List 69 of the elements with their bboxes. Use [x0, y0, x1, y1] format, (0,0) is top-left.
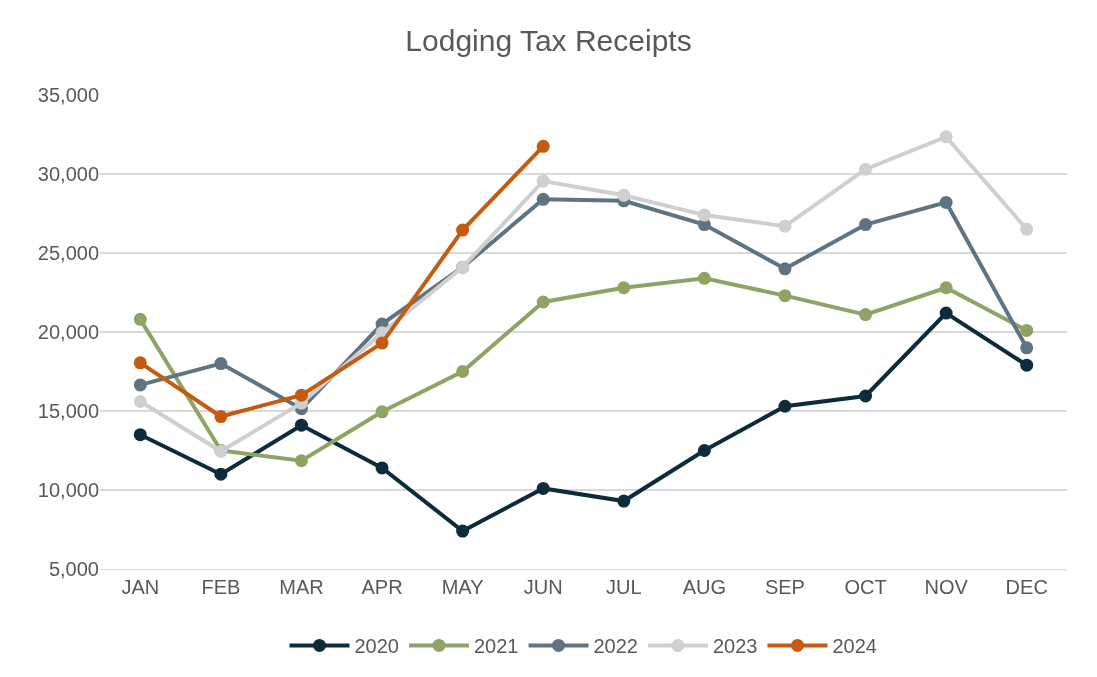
point [536, 295, 550, 309]
point [375, 405, 389, 419]
legend-label: 2021 [474, 635, 519, 658]
point [294, 454, 308, 468]
point [1020, 341, 1034, 355]
point [214, 357, 228, 371]
point [536, 192, 550, 206]
point [536, 174, 550, 188]
point [214, 410, 228, 424]
point [536, 481, 550, 495]
x-tick-label: SEP [764, 576, 805, 598]
point [778, 399, 792, 413]
point [617, 494, 631, 508]
point [1020, 358, 1034, 372]
point [939, 306, 953, 320]
point [778, 289, 792, 303]
point [859, 218, 873, 232]
point [778, 219, 792, 233]
point [859, 162, 873, 176]
x-tick-label: MAR [279, 576, 324, 598]
y-tick-label: 15,000 [37, 400, 99, 422]
point [697, 271, 711, 285]
x-tick-label: FEB [201, 576, 241, 598]
point [1020, 222, 1034, 236]
legend-label: 2022 [593, 635, 638, 658]
point [617, 281, 631, 295]
y-tick-label: 25,000 [37, 242, 99, 264]
point [859, 308, 873, 322]
point [939, 195, 953, 209]
point [375, 336, 389, 350]
point [536, 139, 550, 153]
legend-label: 2024 [832, 635, 877, 658]
point [456, 524, 470, 538]
point [778, 262, 792, 276]
x-tick-label: MAY [441, 576, 484, 598]
x-tick-label: AUG [682, 576, 727, 598]
point [697, 444, 711, 457]
point [294, 418, 308, 432]
point [133, 356, 147, 370]
point [939, 130, 953, 144]
x-tick-label: JUN [523, 576, 563, 598]
point [697, 208, 711, 222]
chart-title: Lodging Tax Receipts [405, 24, 692, 58]
point [456, 223, 470, 237]
point [133, 312, 147, 326]
x-tick-label: DEC [1005, 576, 1048, 598]
point [939, 281, 953, 295]
legend-label: 2020 [354, 635, 399, 658]
point [859, 389, 873, 403]
legend-label: 2023 [713, 635, 758, 658]
point [133, 428, 147, 442]
point [294, 388, 308, 402]
x-tick-label: APR [361, 576, 403, 598]
point [133, 378, 147, 392]
y-tick-label: 35,000 [37, 84, 99, 106]
point [1020, 323, 1034, 337]
x-tick-label: OCT [844, 576, 887, 598]
x-tick-label: NOV [924, 576, 969, 598]
y-tick-label: 30,000 [37, 163, 99, 185]
y-tick-label: 10,000 [37, 479, 99, 501]
point [456, 365, 470, 378]
point [133, 395, 147, 409]
point [375, 461, 389, 475]
y-tick-label: 20,000 [37, 321, 99, 343]
point [617, 188, 631, 202]
point [214, 467, 228, 481]
y-tick-label: 5,000 [48, 558, 99, 580]
x-tick-label: JAN [121, 576, 160, 598]
x-tick-label: JUL [606, 576, 642, 598]
